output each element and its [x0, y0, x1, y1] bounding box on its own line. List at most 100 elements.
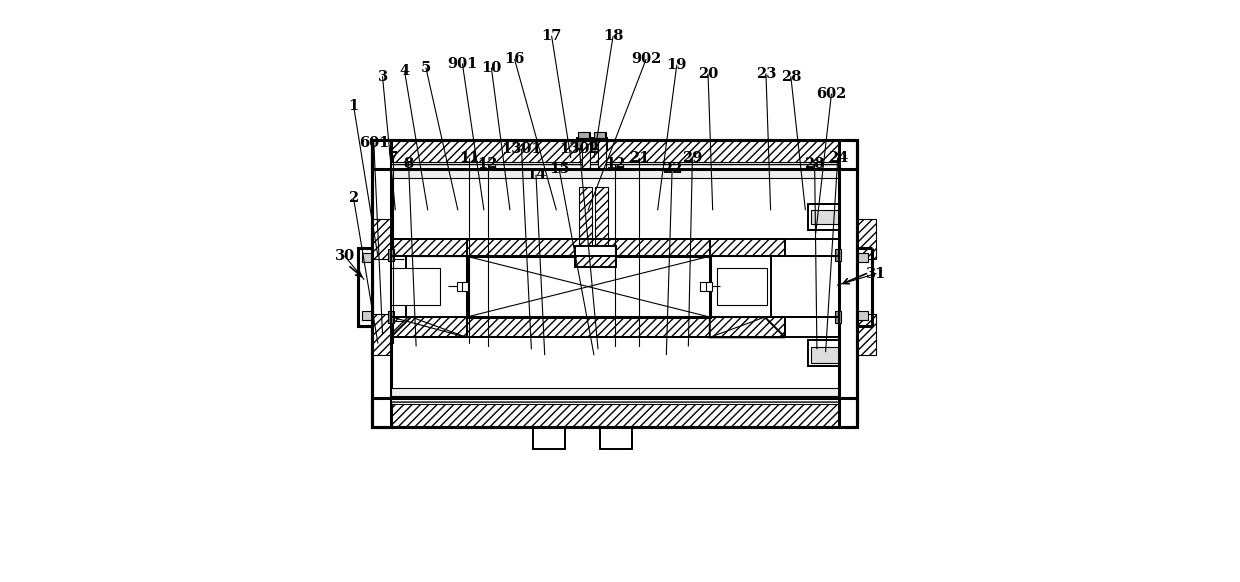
- Text: 12: 12: [605, 157, 626, 171]
- Bar: [466, 317, 709, 338]
- Bar: [388, 249, 394, 261]
- Bar: [595, 187, 608, 256]
- Text: 28: 28: [781, 70, 801, 84]
- Bar: [575, 246, 616, 256]
- Text: 15: 15: [549, 162, 569, 176]
- Bar: [583, 132, 590, 169]
- Bar: [466, 239, 709, 256]
- Bar: [598, 132, 606, 169]
- Bar: [372, 140, 858, 169]
- Bar: [858, 247, 872, 326]
- Text: 12: 12: [477, 157, 498, 171]
- Bar: [594, 132, 605, 137]
- Text: 19: 19: [667, 58, 687, 72]
- Text: 7: 7: [388, 151, 398, 165]
- Bar: [811, 347, 839, 363]
- Text: 30: 30: [335, 249, 355, 263]
- Polygon shape: [391, 317, 466, 338]
- Bar: [699, 282, 712, 291]
- Bar: [372, 219, 391, 259]
- Text: 21: 21: [629, 151, 650, 165]
- Bar: [593, 137, 606, 149]
- Bar: [372, 314, 391, 354]
- Bar: [709, 239, 785, 256]
- Bar: [595, 187, 608, 256]
- Text: 1: 1: [348, 98, 358, 113]
- Bar: [466, 239, 709, 256]
- Bar: [709, 239, 785, 256]
- Bar: [388, 311, 394, 323]
- Bar: [391, 388, 839, 396]
- Bar: [579, 187, 593, 256]
- Text: 901: 901: [448, 57, 477, 71]
- Bar: [808, 340, 841, 366]
- Bar: [391, 169, 839, 178]
- Bar: [391, 317, 466, 338]
- Bar: [391, 268, 440, 306]
- Text: 11: 11: [459, 151, 480, 165]
- Bar: [391, 256, 405, 317]
- Text: 20: 20: [698, 67, 718, 81]
- Bar: [709, 317, 785, 338]
- Bar: [372, 398, 858, 427]
- Bar: [583, 132, 590, 169]
- Bar: [811, 210, 839, 225]
- Text: 31: 31: [866, 267, 887, 281]
- Bar: [372, 314, 391, 354]
- Text: 602: 602: [816, 87, 847, 101]
- Bar: [533, 427, 565, 449]
- Polygon shape: [709, 317, 785, 338]
- Bar: [391, 162, 839, 169]
- Bar: [839, 140, 858, 427]
- Bar: [372, 140, 391, 427]
- Text: 601: 601: [358, 136, 389, 150]
- Bar: [456, 282, 469, 291]
- Bar: [836, 311, 841, 323]
- Bar: [391, 396, 839, 404]
- Bar: [770, 256, 839, 317]
- Bar: [391, 317, 466, 338]
- Text: 10: 10: [481, 61, 501, 75]
- Bar: [836, 249, 841, 261]
- Bar: [578, 132, 589, 137]
- Bar: [362, 311, 372, 320]
- Text: 18: 18: [603, 29, 624, 43]
- Bar: [372, 219, 391, 259]
- Bar: [575, 256, 616, 267]
- Bar: [391, 239, 466, 256]
- Bar: [362, 253, 372, 262]
- Text: 24: 24: [827, 151, 848, 165]
- Bar: [466, 317, 709, 338]
- Bar: [357, 247, 372, 326]
- Bar: [598, 132, 606, 169]
- Bar: [579, 187, 593, 256]
- Text: 28: 28: [805, 157, 825, 171]
- Text: 2: 2: [348, 191, 358, 205]
- Bar: [858, 311, 868, 320]
- Text: 1301: 1301: [501, 142, 542, 156]
- Text: 3: 3: [377, 70, 388, 84]
- Text: 14: 14: [526, 168, 546, 182]
- Bar: [717, 268, 766, 306]
- Text: 8: 8: [403, 157, 414, 171]
- Text: 29: 29: [682, 151, 703, 165]
- Bar: [858, 219, 875, 259]
- Bar: [709, 317, 785, 338]
- Bar: [858, 314, 875, 354]
- Bar: [466, 256, 709, 317]
- Bar: [575, 256, 616, 267]
- Bar: [858, 219, 875, 259]
- Text: 22: 22: [662, 162, 682, 176]
- Bar: [372, 140, 858, 169]
- Text: 4: 4: [399, 64, 409, 78]
- Bar: [808, 204, 841, 230]
- Bar: [858, 253, 868, 262]
- Text: 5: 5: [420, 61, 432, 75]
- Bar: [391, 162, 839, 169]
- Bar: [600, 427, 631, 449]
- Text: 23: 23: [755, 67, 776, 81]
- Text: 1302: 1302: [559, 142, 600, 156]
- Text: 17: 17: [542, 29, 562, 43]
- Bar: [391, 396, 839, 404]
- Bar: [372, 398, 858, 427]
